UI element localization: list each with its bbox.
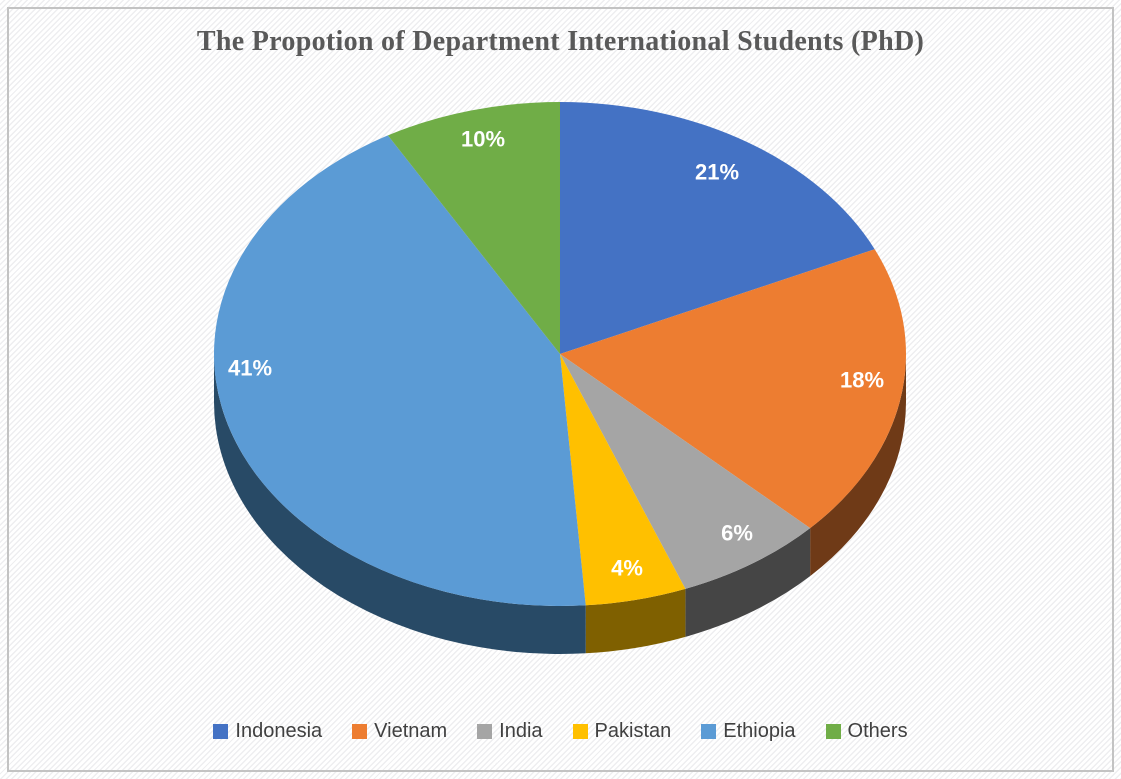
legend-item-indonesia: Indonesia xyxy=(213,720,322,743)
legend-label: Others xyxy=(847,720,908,742)
pie-slice-ethiopia xyxy=(213,135,586,606)
slice-label-india: 6% xyxy=(721,521,753,546)
legend-label: India xyxy=(499,720,543,742)
chart-title: The Propotion of Department Internationa… xyxy=(196,26,925,57)
legend-swatch-vietnam xyxy=(352,724,368,739)
slice-label-pakistan: 4% xyxy=(611,556,643,581)
pie-side-ethiopia xyxy=(214,354,586,654)
pie-slice-others xyxy=(387,102,560,354)
chart-legend: Indonesia Vietnam India Pakistan Ethiopia Oth… xyxy=(0,720,1121,743)
legend-item-others: Others xyxy=(825,720,908,743)
slice-label-ethiopia: 41% xyxy=(228,356,272,381)
legend-item-india: India xyxy=(477,720,543,743)
slice-label-vietnam: 18% xyxy=(840,368,884,393)
slice-label-others: 10% xyxy=(461,127,505,152)
pie-side-india xyxy=(685,528,811,637)
legend-label: Vietnam xyxy=(374,720,448,742)
pie-side-vietnam xyxy=(810,354,906,577)
pie-slice-vietnam xyxy=(560,249,906,529)
legend-label: Pakistan xyxy=(594,720,672,742)
slice-label-indonesia: 21% xyxy=(695,160,739,185)
legend-label: Ethiopia xyxy=(723,720,796,742)
legend-swatch-ethiopia xyxy=(701,724,717,739)
pie-slice-indonesia xyxy=(560,102,875,354)
legend-label: Indonesia xyxy=(235,720,323,742)
legend-item-ethiopia: Ethiopia xyxy=(701,720,796,743)
pie-side-pakistan xyxy=(585,588,686,654)
legend-item-pakistan: Pakistan xyxy=(572,720,672,743)
legend-swatch-others xyxy=(825,724,841,739)
legend-item-vietnam: Vietnam xyxy=(352,720,447,743)
legend-swatch-indonesia xyxy=(213,724,229,739)
legend-swatch-pakistan xyxy=(572,724,588,739)
legend-swatch-india xyxy=(477,724,493,739)
pie-slice-pakistan xyxy=(560,354,686,606)
pie-slice-india xyxy=(560,354,811,589)
